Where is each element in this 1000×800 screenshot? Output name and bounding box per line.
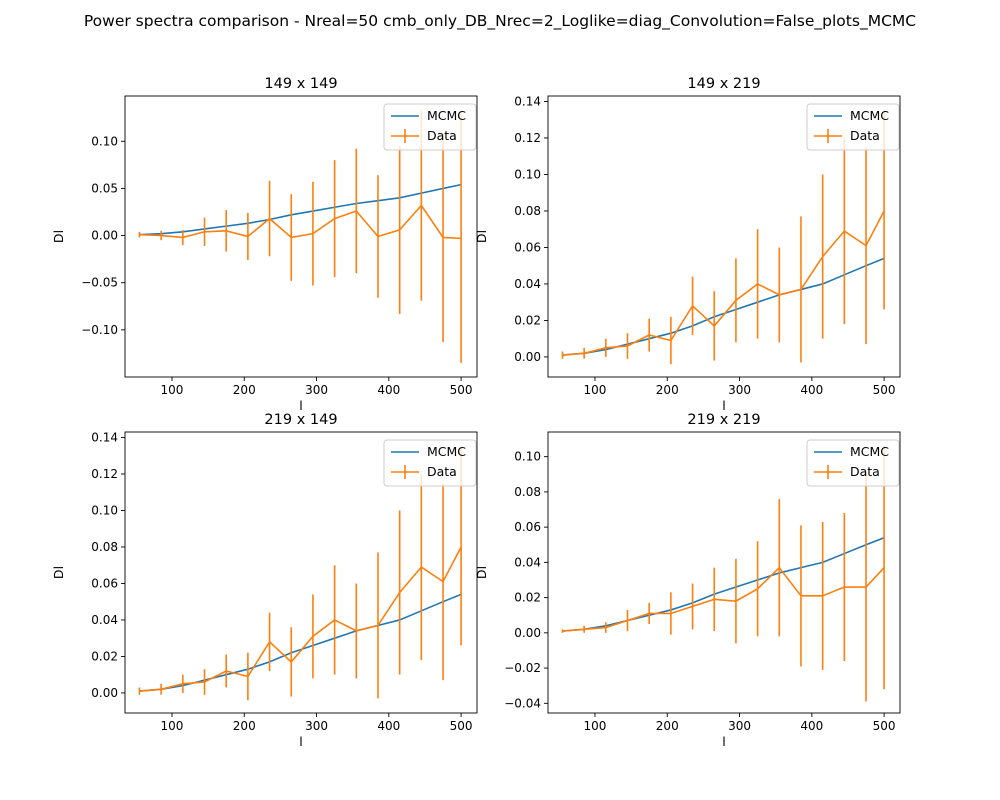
y-axis-label: Dl [51, 566, 66, 579]
subplot-2: 149 x 219 100 200 300 400 500 0.00 0.02 0.04 0.06… [474, 76, 901, 413]
axes-frame [124, 431, 478, 714]
legend-mcmc-label: MCMC [427, 444, 466, 459]
x-tick-label: 400 [377, 719, 400, 733]
x-tick-label: 300 [728, 719, 751, 733]
y-tick-label: 0.08 [514, 204, 541, 218]
mcmc-line [139, 183, 462, 236]
y-tick-label: 0.02 [514, 313, 541, 327]
data-line [562, 210, 885, 356]
legend-data-label: Data [850, 464, 880, 479]
subplot-title: 149 x 219 [687, 76, 760, 92]
legend: MCMC Data [383, 103, 477, 151]
y-tick-label: 0.06 [514, 240, 541, 254]
legend: MCMC Data [383, 439, 477, 487]
x-tick-label: 100 [584, 383, 607, 397]
x-tick-label: 300 [728, 383, 751, 397]
y-tick-label: 0.10 [91, 503, 118, 517]
subplot-title: 219 x 219 [687, 412, 760, 428]
y-tick-label: 0.08 [91, 540, 118, 554]
y-axis-label: Dl [474, 566, 489, 579]
y-tick-label: 0.12 [514, 131, 541, 145]
legend-mcmc-label: MCMC [850, 444, 889, 459]
x-tick-label: 400 [377, 383, 400, 397]
subplot-title: 149 x 149 [264, 76, 337, 92]
y-tick-label: 0.02 [514, 591, 541, 605]
x-tick-label: 300 [305, 383, 328, 397]
x-tick-label: 400 [800, 719, 823, 733]
y-tick-label: 0.14 [91, 430, 118, 444]
subplot-3: 219 x 149 100 200 300 400 500 0.00 0.02 0.04 0.06… [51, 412, 478, 749]
y-tick-label: 0.04 [514, 277, 541, 291]
figure-suptitle: Power spectra comparison - Nreal=50 cmb_… [83, 12, 917, 30]
y-tick-label: 0.10 [514, 450, 541, 464]
y-tick-label: 0.00 [514, 350, 541, 364]
y-axis-label: Dl [474, 230, 489, 243]
legend-data-label: Data [427, 464, 457, 479]
legend: MCMC Data [806, 439, 900, 487]
y-tick-label: 0.04 [91, 613, 118, 627]
mcmc-line [562, 257, 885, 356]
y-tick-label: 0.00 [514, 626, 541, 640]
axes-frame [124, 95, 478, 378]
x-tick-label: 300 [305, 719, 328, 733]
x-tick-label: 100 [161, 383, 184, 397]
x-tick-label: 200 [233, 719, 256, 733]
axes-frame [547, 95, 901, 378]
x-tick-label: 100 [584, 719, 607, 733]
subplot-4: 219 x 219 100 200 300 400 500 −0.04 −0.02 0.00 0.… [474, 412, 901, 749]
legend-data-label: Data [427, 128, 457, 143]
x-tick-label: 100 [161, 719, 184, 733]
mcmc-line [139, 593, 462, 692]
legend-mcmc-label: MCMC [850, 108, 889, 123]
y-tick-label: 0.05 [91, 181, 118, 195]
legend-data-label: Data [850, 128, 880, 143]
data-line [139, 546, 462, 692]
subplot-1: 149 x 149 100 200 300 400 500 −0.10 −0.05 0.00 0.… [51, 76, 478, 413]
y-axis-label: Dl [51, 230, 66, 243]
y-tick-label: −0.04 [504, 696, 541, 710]
axes-frame [547, 431, 901, 714]
legend-mcmc-label: MCMC [427, 108, 466, 123]
x-tick-label: 500 [873, 383, 896, 397]
y-tick-label: 0.10 [514, 167, 541, 181]
y-tick-label: 0.00 [91, 686, 118, 700]
x-tick-label: 500 [450, 383, 473, 397]
x-tick-label: 200 [233, 383, 256, 397]
y-tick-label: 0.12 [91, 467, 118, 481]
y-tick-label: 0.00 [91, 229, 118, 243]
y-tick-label: 0.02 [91, 649, 118, 663]
x-axis-label: l [722, 398, 725, 413]
x-axis-label: l [299, 398, 302, 413]
mcmc-line [562, 536, 885, 632]
y-tick-label: 0.10 [91, 134, 118, 148]
data-line [139, 204, 462, 240]
y-tick-label: 0.06 [91, 576, 118, 590]
x-tick-label: 500 [873, 719, 896, 733]
data-line [562, 566, 885, 632]
legend: MCMC Data [806, 103, 900, 151]
x-tick-label: 500 [450, 719, 473, 733]
x-tick-label: 400 [800, 383, 823, 397]
y-tick-label: −0.05 [81, 276, 118, 290]
x-axis-label: l [299, 734, 302, 749]
y-tick-label: −0.02 [504, 661, 541, 675]
y-tick-label: 0.04 [514, 555, 541, 569]
y-tick-label: −0.10 [81, 323, 118, 337]
x-tick-label: 200 [656, 719, 679, 733]
y-tick-label: 0.06 [514, 520, 541, 534]
x-axis-label: l [722, 734, 725, 749]
y-tick-label: 0.08 [514, 485, 541, 499]
y-tick-label: 0.14 [514, 94, 541, 108]
subplot-title: 219 x 149 [264, 412, 337, 428]
x-tick-label: 200 [656, 383, 679, 397]
